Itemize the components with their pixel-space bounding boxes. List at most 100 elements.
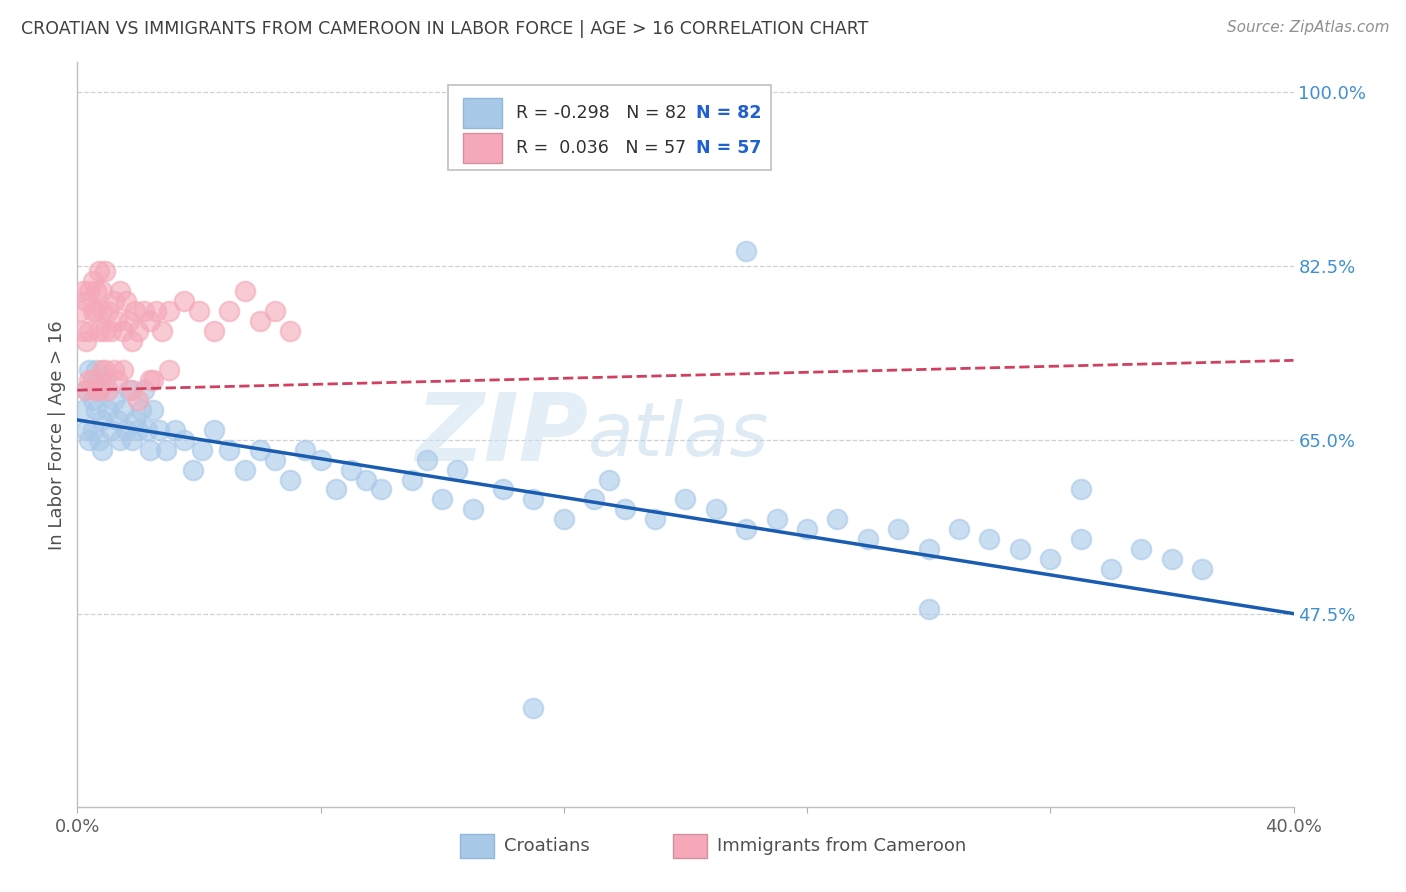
Text: CROATIAN VS IMMIGRANTS FROM CAMEROON IN LABOR FORCE | AGE > 16 CORRELATION CHART: CROATIAN VS IMMIGRANTS FROM CAMEROON IN …	[21, 20, 869, 37]
Point	[127, 324, 149, 338]
Point	[856, 532, 879, 546]
Point	[69, 303, 91, 318]
Point	[278, 473, 301, 487]
Point	[522, 701, 544, 715]
Point	[188, 303, 211, 318]
Point	[82, 274, 104, 288]
Point	[90, 442, 112, 457]
Point	[79, 373, 101, 387]
Point	[1070, 483, 1092, 497]
Point	[675, 492, 697, 507]
Point	[218, 442, 240, 457]
Point	[97, 403, 120, 417]
Point	[82, 373, 104, 387]
Point	[1070, 532, 1092, 546]
Point	[139, 442, 162, 457]
Text: N = 82: N = 82	[696, 104, 762, 122]
Point	[134, 303, 156, 318]
Point	[278, 324, 301, 338]
FancyBboxPatch shape	[463, 98, 502, 128]
Point	[461, 502, 484, 516]
Point	[121, 383, 143, 397]
Point	[87, 383, 110, 397]
Point	[79, 433, 101, 447]
Text: R = -0.298   N = 82: R = -0.298 N = 82	[516, 104, 688, 122]
Point	[613, 502, 636, 516]
Y-axis label: In Labor Force | Age > 16: In Labor Force | Age > 16	[48, 320, 66, 549]
Point	[75, 334, 97, 348]
Point	[142, 373, 165, 387]
Point	[111, 403, 134, 417]
Point	[100, 324, 122, 338]
Point	[72, 403, 94, 417]
Point	[148, 423, 170, 437]
Point	[115, 293, 138, 308]
Point	[127, 393, 149, 408]
Point	[887, 522, 910, 536]
FancyBboxPatch shape	[463, 133, 502, 163]
Point	[401, 473, 423, 487]
Point	[979, 532, 1001, 546]
Point	[918, 542, 941, 557]
Point	[127, 423, 149, 437]
Point	[735, 522, 758, 536]
Point	[1099, 562, 1122, 576]
Point	[492, 483, 515, 497]
Point	[233, 462, 256, 476]
Point	[108, 433, 131, 447]
Point	[309, 452, 332, 467]
Point	[105, 413, 128, 427]
Point	[72, 284, 94, 298]
Point	[918, 601, 941, 615]
Point	[121, 334, 143, 348]
Point	[765, 512, 787, 526]
Point	[134, 383, 156, 397]
Point	[430, 492, 453, 507]
Point	[139, 373, 162, 387]
Point	[735, 244, 758, 259]
Point	[115, 423, 138, 437]
Point	[416, 452, 439, 467]
Point	[155, 442, 177, 457]
Text: ZIP: ZIP	[415, 389, 588, 481]
FancyBboxPatch shape	[673, 834, 707, 858]
Point	[79, 324, 101, 338]
Point	[124, 413, 146, 427]
Point	[446, 462, 468, 476]
Point	[202, 324, 225, 338]
Point	[87, 324, 110, 338]
Point	[152, 324, 174, 338]
Point	[583, 492, 606, 507]
Text: Immigrants from Cameroon: Immigrants from Cameroon	[717, 837, 966, 855]
Point	[121, 433, 143, 447]
Point	[84, 284, 107, 298]
Text: Croatians: Croatians	[505, 837, 591, 855]
Point	[124, 303, 146, 318]
Point	[82, 393, 104, 408]
Point	[75, 293, 97, 308]
Point	[1130, 542, 1153, 557]
Point	[704, 502, 727, 516]
Point	[105, 313, 128, 327]
Point	[100, 423, 122, 437]
Point	[163, 423, 186, 437]
Point	[173, 433, 195, 447]
Point	[1008, 542, 1031, 557]
Point	[93, 264, 115, 278]
Point	[202, 423, 225, 437]
Point	[191, 442, 214, 457]
Point	[325, 483, 347, 497]
Point	[79, 363, 101, 377]
Point	[118, 383, 141, 397]
Point	[90, 413, 112, 427]
Point	[82, 423, 104, 437]
Point	[90, 284, 112, 298]
Point	[522, 492, 544, 507]
Point	[97, 303, 120, 318]
Point	[145, 303, 167, 318]
Point	[1191, 562, 1213, 576]
Point	[75, 383, 97, 397]
Point	[157, 363, 180, 377]
Point	[75, 423, 97, 437]
Point	[644, 512, 666, 526]
